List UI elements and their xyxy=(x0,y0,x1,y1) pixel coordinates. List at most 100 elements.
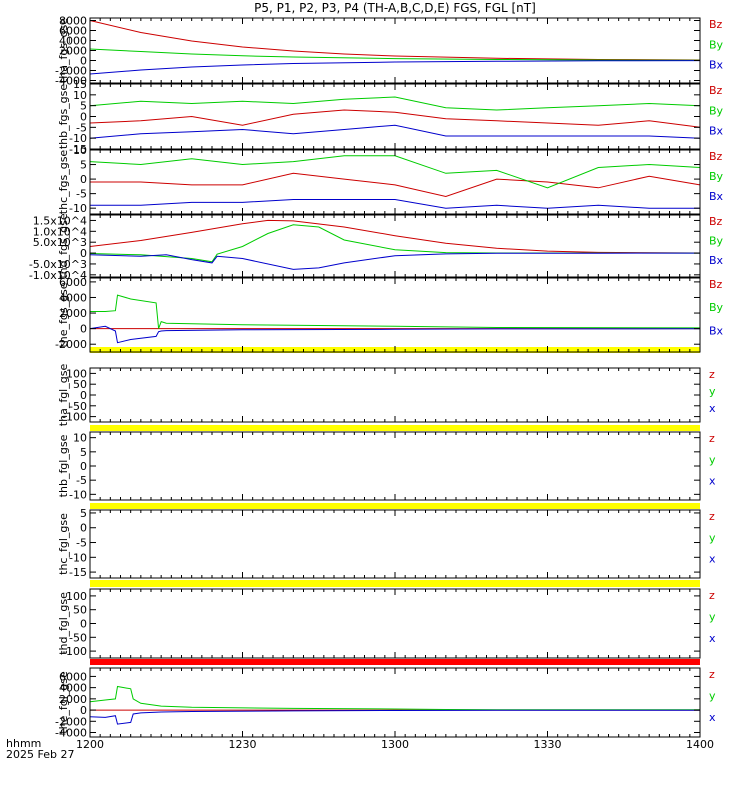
y-tick-label: -15 xyxy=(69,566,87,579)
series-line-y xyxy=(89,685,701,711)
legend-label-bz: Bz xyxy=(709,215,723,228)
y-tick-label: -100 xyxy=(62,645,87,658)
y-axis-label: the_fgl_gse xyxy=(57,671,70,734)
y-tick-label: 2000 xyxy=(59,307,87,320)
legend-label-x: x xyxy=(709,553,716,566)
legend-label-y: y xyxy=(709,690,716,703)
time-axis-label: hhmm xyxy=(6,737,42,750)
y-tick-label: -4000 xyxy=(55,727,87,740)
series-line-by xyxy=(89,224,701,263)
y-tick-label: 5 xyxy=(80,159,87,172)
legend-label-x: x xyxy=(709,402,716,415)
legend-label-y: y xyxy=(709,453,716,466)
legend-label-z: z xyxy=(709,368,715,381)
legend-label-bx: Bx xyxy=(709,254,724,267)
y-axis-label: thb_fgs_gse xyxy=(57,84,70,150)
quality-flag-bar xyxy=(90,425,700,431)
legend-label-z: z xyxy=(709,510,715,523)
panel-thc_fgl_gse: -15 -10-5 0 5 thc_fgl_gse zyx xyxy=(57,507,716,579)
y-tick-label: -5 xyxy=(76,537,87,550)
y-tick-label: 100 xyxy=(66,367,87,380)
panel-frame xyxy=(89,83,701,150)
legend-label-bx: Bx xyxy=(709,59,724,72)
x-tick-label: 1400 xyxy=(686,738,714,751)
y-tick-label: 5 xyxy=(80,100,87,113)
panel-frame xyxy=(89,431,701,501)
y-tick-label: -5.0x10^3 xyxy=(29,258,87,271)
x-tick-label: 1330 xyxy=(534,738,562,751)
series-line-by xyxy=(89,155,701,189)
y-tick-label: 50 xyxy=(73,378,87,391)
y-tick-label: -4000 xyxy=(55,75,87,88)
legend-label-by: By xyxy=(709,170,724,183)
y-tick-label: 4000 xyxy=(59,35,87,48)
y-tick-label: -50 xyxy=(69,631,87,644)
y-tick-label: 5 xyxy=(80,446,87,459)
y-tick-label: 0 xyxy=(80,704,87,717)
legend-label-y: y xyxy=(709,385,716,398)
legend-label-by: By xyxy=(709,301,724,314)
series-line-by xyxy=(90,294,701,329)
y-tick-label: -100 xyxy=(62,411,87,424)
panel-frame xyxy=(89,17,701,84)
y-tick-label: 100 xyxy=(66,590,87,603)
y-tick-label: 0 xyxy=(80,247,87,260)
series-line-bz xyxy=(89,109,701,128)
y-tick-label: 0 xyxy=(80,460,87,473)
panel-thd_fgs_gse: -1.0x10^4-5.0x10^305.0x10^31.0x10^41.5x1… xyxy=(29,213,724,282)
x-tick-label: 1200 xyxy=(76,738,104,751)
y-tick-label: 1.5x10^4 xyxy=(33,214,87,227)
x-tick-label: 1300 xyxy=(381,738,409,751)
series-line-bz xyxy=(89,20,701,61)
panel-frame xyxy=(89,214,701,278)
y-tick-label: -10 xyxy=(69,551,87,564)
legend-label-x: x xyxy=(709,475,716,488)
y-axis-label: thc_fgs_gse xyxy=(57,150,70,215)
date-label: 2025 Feb 27 xyxy=(6,748,75,761)
legend-label-bx: Bx xyxy=(709,324,724,337)
legend-label-bz: Bz xyxy=(709,84,723,97)
y-axis-label: thd_fgs_gse xyxy=(57,213,70,279)
panel-frame xyxy=(89,588,701,659)
y-tick-label: 6000 xyxy=(59,276,87,289)
y-tick-label: -50 xyxy=(69,400,87,413)
y-tick-label: 0 xyxy=(80,55,87,68)
series-line-by xyxy=(89,48,701,61)
y-tick-label: 8000 xyxy=(59,15,87,28)
series-line-bx xyxy=(89,124,701,139)
y-tick-label: -10 xyxy=(69,488,87,501)
legend-label-bx: Bx xyxy=(709,125,724,138)
y-tick-label: 50 xyxy=(73,604,87,617)
y-tick-label: 0 xyxy=(80,522,87,535)
panel-frame xyxy=(89,667,701,738)
series-line-bz xyxy=(89,219,701,254)
y-tick-label: -5 xyxy=(76,474,87,487)
series-line-bz xyxy=(90,172,701,198)
y-tick-label: 0 xyxy=(80,618,87,631)
y-tick-label: 5.0x10^3 xyxy=(33,236,87,249)
y-axis-label: thc_fgl_gse xyxy=(57,513,70,575)
series-line-bx xyxy=(89,252,701,270)
y-tick-label: -2000 xyxy=(55,338,87,351)
y-tick-label: 10 xyxy=(73,432,87,445)
legend-label-x: x xyxy=(709,711,716,724)
legend-label-y: y xyxy=(709,531,716,544)
legend-label-by: By xyxy=(709,104,724,117)
y-tick-label: -1.0x10^4 xyxy=(29,269,87,282)
series-line-x xyxy=(89,709,701,725)
y-axis-label: thd_fgl_gse xyxy=(57,592,70,655)
legend-label-y: y xyxy=(709,611,716,624)
legend-label-by: By xyxy=(709,234,724,247)
y-tick-label: 0 xyxy=(80,389,87,402)
y-tick-label: 2000 xyxy=(59,693,87,706)
legend-label-bz: Bz xyxy=(709,278,723,291)
y-axis-label: tha_fgs_gse xyxy=(57,18,70,83)
y-tick-label: 4000 xyxy=(59,291,87,304)
y-tick-label: 0 xyxy=(80,111,87,124)
